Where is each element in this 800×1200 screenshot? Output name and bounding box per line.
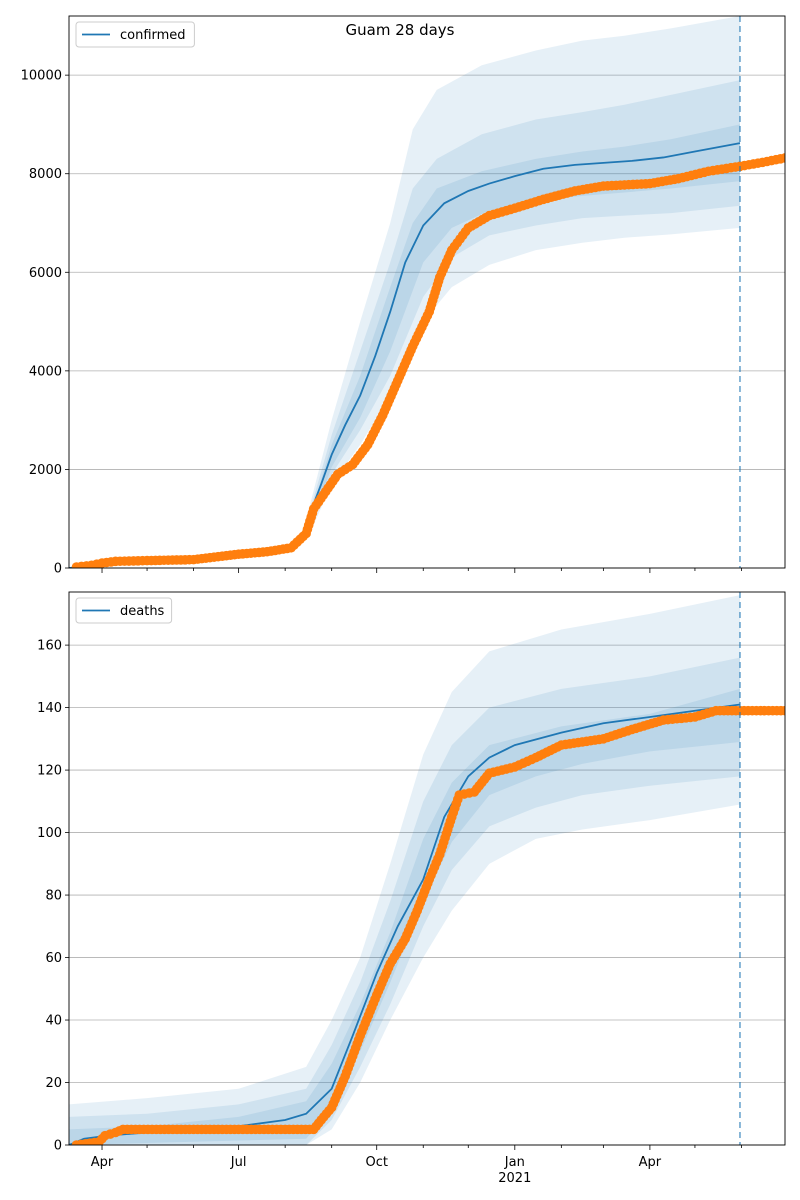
- y-tick-label: 100: [37, 826, 62, 841]
- x-tick-label: Apr: [91, 1155, 114, 1170]
- y-tick-label: 60: [45, 951, 62, 966]
- panel-deaths: 0 20 40 60 80 100 120 140 160 Apr Jul Oct Jan Apr 2021…: [37, 591, 786, 1186]
- legend: deaths: [75, 597, 173, 624]
- legend: confirmed: [75, 21, 195, 48]
- y-tick-label: 6000: [29, 266, 62, 281]
- y-tick-label: 80: [45, 889, 62, 904]
- plot-area: [69, 595, 785, 1145]
- y-tick-label: 40: [45, 1014, 62, 1029]
- uncertainty-band-outer: [307, 16, 740, 539]
- uncertainty-band-inner: [307, 124, 740, 534]
- plot-area: [69, 16, 785, 568]
- y-tick-label: 4000: [29, 364, 62, 379]
- uncertainty-band-middle: [69, 657, 740, 1145]
- y-tick-label: 20: [45, 1076, 62, 1091]
- y-tick-label: 0: [54, 1139, 62, 1154]
- x-tick-label: Jul: [230, 1155, 247, 1170]
- y-tick-label: 140: [37, 701, 62, 716]
- x-tick-label: Apr: [639, 1155, 662, 1170]
- legend-label: confirmed: [120, 28, 186, 43]
- chart-title: Guam 28 days: [345, 21, 455, 39]
- axes-frame: [68, 15, 786, 569]
- x-year-label: 2021: [498, 1171, 531, 1186]
- y-tick-label: 0: [54, 562, 62, 577]
- legend-box: [75, 21, 195, 48]
- legend-box: [75, 597, 173, 624]
- legend-label: deaths: [120, 604, 165, 619]
- y-tick-label: 120: [37, 764, 62, 779]
- axes-frame: [68, 591, 786, 1146]
- uncertainty-band-outer: [69, 595, 740, 1145]
- x-tick-label: Jan: [504, 1155, 525, 1170]
- panel-confirmed: 0 2000 4000 6000 8000 10000 confirmed: [21, 15, 786, 577]
- y-tick-label: 2000: [29, 463, 62, 478]
- y-tick-label: 160: [37, 639, 62, 654]
- uncertainty-band-inner: [69, 688, 740, 1145]
- observed-point: [780, 705, 785, 716]
- y-tick-label: 8000: [29, 167, 62, 182]
- y-tick-label: 10000: [21, 69, 62, 84]
- uncertainty-band-middle: [307, 80, 740, 536]
- x-tick-label: Oct: [365, 1155, 387, 1170]
- observed-point: [780, 153, 785, 163]
